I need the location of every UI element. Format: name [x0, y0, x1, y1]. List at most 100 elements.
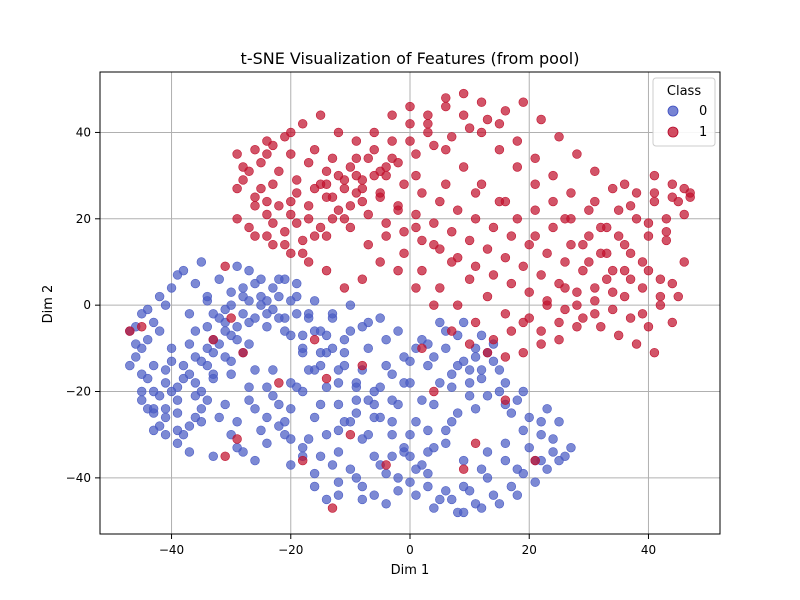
class-1-point: [268, 218, 278, 228]
class-1-point: [327, 214, 338, 224]
class-0-point: [190, 391, 201, 401]
class-1-point: [560, 283, 570, 293]
class-1-point: [470, 261, 481, 271]
class-1-point: [297, 235, 308, 246]
class-1-point: [357, 196, 368, 207]
y-tick-label: −40: [66, 471, 91, 485]
class-1-point: [512, 162, 523, 172]
class-1-point: [518, 317, 528, 328]
class-1-point: [584, 257, 594, 267]
class-0-point: [226, 369, 236, 379]
class-0-point: [244, 296, 254, 306]
class-0-point: [435, 494, 445, 505]
class-1-point: [607, 304, 618, 315]
class-1-point: [405, 136, 415, 146]
class-0-point: [333, 490, 344, 500]
class-1-point: [649, 347, 660, 358]
class-1-point: [488, 270, 499, 280]
class-0-point: [500, 378, 511, 388]
class-0-point: [190, 278, 201, 289]
x-axis-label: Dim 1: [391, 563, 430, 578]
class-1-point: [536, 270, 546, 280]
class-0-point: [232, 442, 242, 453]
class-1-point: [482, 291, 493, 302]
class-0-point: [464, 391, 475, 401]
class-1-point: [643, 231, 654, 241]
class-0-point: [554, 455, 564, 466]
class-1-point: [661, 227, 672, 237]
class-1-point: [655, 274, 666, 284]
class-1-point: [321, 231, 332, 241]
class-0-point: [315, 451, 326, 461]
class-0-point: [369, 451, 379, 461]
class-1-point: [339, 283, 350, 293]
class-1-point: [345, 222, 356, 233]
class-0-point: [387, 451, 397, 461]
class-1-point: [381, 170, 391, 181]
class-0-point: [458, 507, 469, 518]
class-1-point: [548, 170, 558, 181]
class-0-point: [262, 322, 272, 332]
class-1-point: [554, 132, 564, 142]
class-1-point: [286, 248, 296, 259]
class-1-point: [655, 291, 666, 302]
class-1-point: [286, 127, 296, 138]
class-1-point: [560, 214, 570, 224]
class-1-point: [381, 218, 391, 228]
class-1-point: [244, 222, 254, 233]
class-1-point: [607, 265, 618, 276]
class-0-point: [232, 261, 242, 271]
class-0-point: [208, 347, 218, 358]
class-0-point: [476, 373, 487, 384]
class-1-point: [435, 196, 445, 207]
class-1-point: [649, 170, 660, 181]
class-0-point: [214, 412, 224, 423]
class-0-point: [172, 395, 183, 405]
class-1-point: [429, 386, 439, 397]
class-0-point: [262, 382, 272, 392]
class-1-point: [297, 248, 308, 259]
class-1-point: [584, 205, 594, 215]
class-1-point: [607, 287, 618, 297]
class-1-point: [345, 162, 356, 172]
class-0-point: [297, 343, 308, 354]
class-0-point: [268, 391, 278, 401]
class-0-point: [232, 417, 242, 427]
class-0-point: [423, 447, 433, 457]
class-1-point: [590, 309, 600, 319]
class-1-point: [363, 153, 373, 164]
class-1-point: [584, 231, 594, 241]
class-0-point: [292, 309, 302, 319]
class-1-point: [411, 283, 421, 293]
class-0-point: [393, 473, 403, 483]
class-1-point: [429, 300, 439, 310]
class-1-point: [530, 455, 540, 466]
class-1-point: [447, 326, 457, 336]
class-1-point: [125, 326, 135, 336]
class-1-point: [578, 240, 588, 250]
class-0-point: [339, 347, 350, 358]
class-1-point: [530, 153, 540, 164]
class-0-point: [554, 417, 564, 427]
class-1-point: [232, 183, 242, 194]
class-1-point: [572, 149, 582, 159]
class-0-point: [256, 291, 266, 302]
class-0-point: [411, 464, 421, 474]
class-1-point: [613, 231, 624, 241]
class-0-point: [142, 335, 153, 345]
class-1-point: [232, 434, 242, 444]
class-0-point: [297, 442, 308, 453]
class-1-point: [232, 214, 242, 224]
class-0-point: [351, 408, 362, 418]
class-1-point: [506, 326, 517, 336]
class-1-point: [464, 123, 475, 133]
class-1-point: [333, 170, 344, 181]
class-1-point: [303, 201, 314, 211]
class-1-point: [512, 136, 523, 146]
class-1-point: [441, 145, 451, 155]
class-1-point: [667, 278, 678, 289]
class-0-point: [423, 481, 433, 492]
class-1-point: [625, 248, 636, 259]
class-1-point: [268, 240, 278, 250]
class-0-point: [429, 352, 439, 362]
